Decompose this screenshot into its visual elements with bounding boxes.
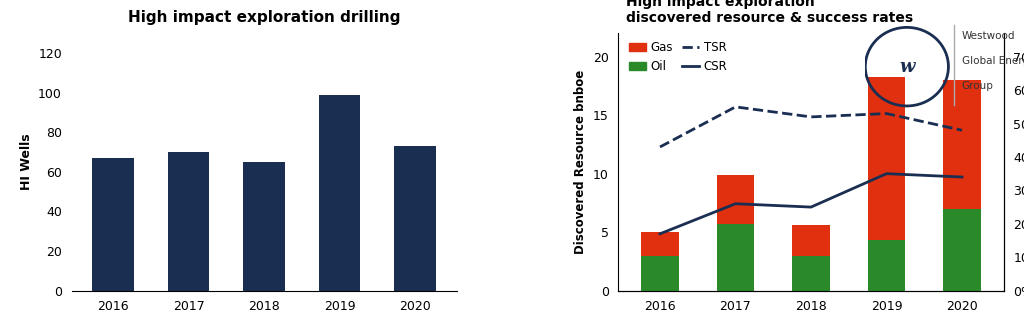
Title: High impact exploration drilling: High impact exploration drilling xyxy=(128,10,400,25)
Y-axis label: Discovered Resource bnboe: Discovered Resource bnboe xyxy=(574,70,588,254)
Text: High impact exploration
discovered resource & success rates: High impact exploration discovered resou… xyxy=(626,0,913,25)
Y-axis label: HI Wells: HI Wells xyxy=(19,134,33,190)
Bar xyxy=(92,158,134,291)
Text: Group: Group xyxy=(962,81,993,91)
Bar xyxy=(717,224,755,291)
Bar xyxy=(244,162,285,291)
Bar xyxy=(867,240,905,291)
Bar xyxy=(168,152,210,291)
Bar xyxy=(318,95,360,291)
Bar xyxy=(867,76,905,240)
Bar xyxy=(641,232,679,256)
Text: Global Energy: Global Energy xyxy=(962,56,1024,66)
Bar xyxy=(641,256,679,291)
Bar xyxy=(394,146,436,291)
Bar xyxy=(793,256,829,291)
Bar xyxy=(793,225,829,256)
Text: w: w xyxy=(899,58,914,76)
Legend: Gas, Oil, TSR, CSR: Gas, Oil, TSR, CSR xyxy=(625,37,732,78)
Text: Westwood: Westwood xyxy=(962,31,1015,41)
Bar xyxy=(943,80,981,209)
Bar xyxy=(717,175,755,224)
Bar xyxy=(943,209,981,291)
